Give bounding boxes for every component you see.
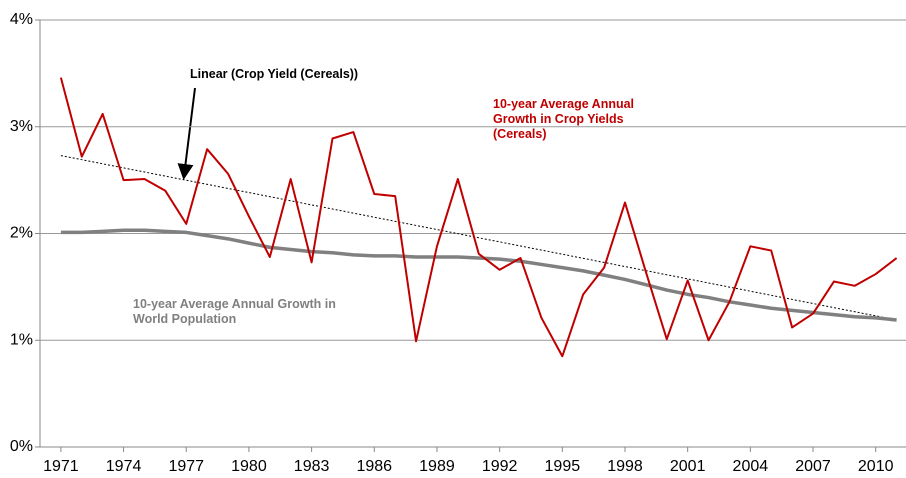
x-tick-label: 1998 [607, 458, 643, 475]
series-line [60, 228, 897, 322]
y-tick-label: 3% [10, 118, 33, 135]
y-tick-label: 2% [10, 225, 33, 242]
x-tick-label: 1989 [419, 458, 455, 475]
y-tick-label: 4% [10, 11, 33, 28]
x-tick-label: 1992 [482, 458, 518, 475]
series-label: 10-year Average Annual Growth in World P… [133, 297, 336, 326]
trendline [60, 155, 897, 321]
x-tick-label: 1977 [168, 458, 204, 475]
annotation-arrow [177, 87, 196, 180]
series-line [59, 77, 898, 358]
x-tick-label: 1971 [43, 458, 79, 475]
trendline-label: Linear (Crop Yield (Cereals)) [190, 67, 359, 81]
y-tick-label: 1% [10, 331, 33, 348]
x-tick-label: 1974 [106, 458, 142, 475]
x-tick-label: 1995 [545, 458, 581, 475]
x-tick-label: 2001 [670, 458, 706, 475]
x-tick-label: 2007 [795, 458, 831, 475]
x-tick-label: 2004 [733, 458, 769, 475]
y-tick-label: 0% [10, 438, 33, 455]
x-tick-label: 1983 [294, 458, 330, 475]
x-tick-label: 1986 [356, 458, 392, 475]
x-tick-label: 1980 [231, 458, 267, 475]
x-tick-label: 2010 [858, 458, 894, 475]
series-label: 10-year Average Annual Growth in Crop Yi… [493, 97, 635, 141]
